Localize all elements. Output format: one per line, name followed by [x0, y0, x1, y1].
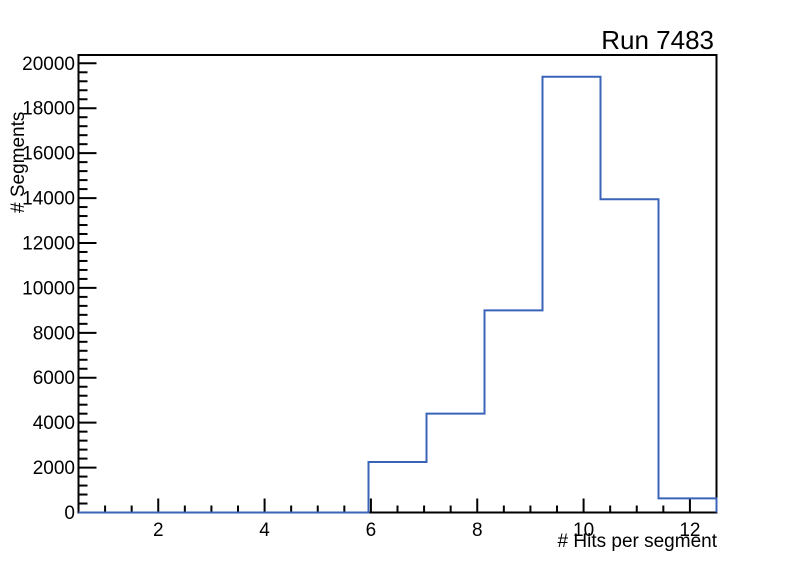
x-tick-label: 8: [472, 520, 483, 541]
y-tick-label: 10000: [22, 278, 75, 299]
x-axis-title: # Hits per segment: [558, 531, 718, 552]
plot-frame: [77, 54, 718, 514]
y-tick-label: 6000: [33, 368, 75, 389]
x-tick-label: 4: [259, 520, 270, 541]
chart-title: Run 7483: [601, 25, 714, 55]
y-tick-label: 14000: [22, 189, 75, 210]
y-tick-label: 0: [64, 503, 75, 524]
y-tick-label: 4000: [33, 413, 75, 434]
y-tick-label: 20000: [22, 54, 75, 75]
y-tick-label: 16000: [22, 144, 75, 165]
y-tick-label: 18000: [22, 99, 75, 120]
x-tick-label: 10: [573, 520, 594, 541]
x-tick-label: 6: [366, 520, 377, 541]
histogram-line: [78, 75, 718, 514]
y-tick-label: 2000: [33, 458, 75, 479]
y-tick-label: 8000: [33, 323, 75, 344]
y-axis-title: # Segments: [8, 112, 29, 213]
axis-ticks: [78, 62, 691, 514]
x-tick-label: 2: [153, 520, 164, 541]
y-tick-label: 12000: [22, 233, 75, 254]
axis-tick-labels: 2 4 6 8 10 12 0 2000 4000 6000 8000 10000 12000 14000…: [22, 54, 700, 541]
x-tick-label: 12: [679, 520, 700, 541]
